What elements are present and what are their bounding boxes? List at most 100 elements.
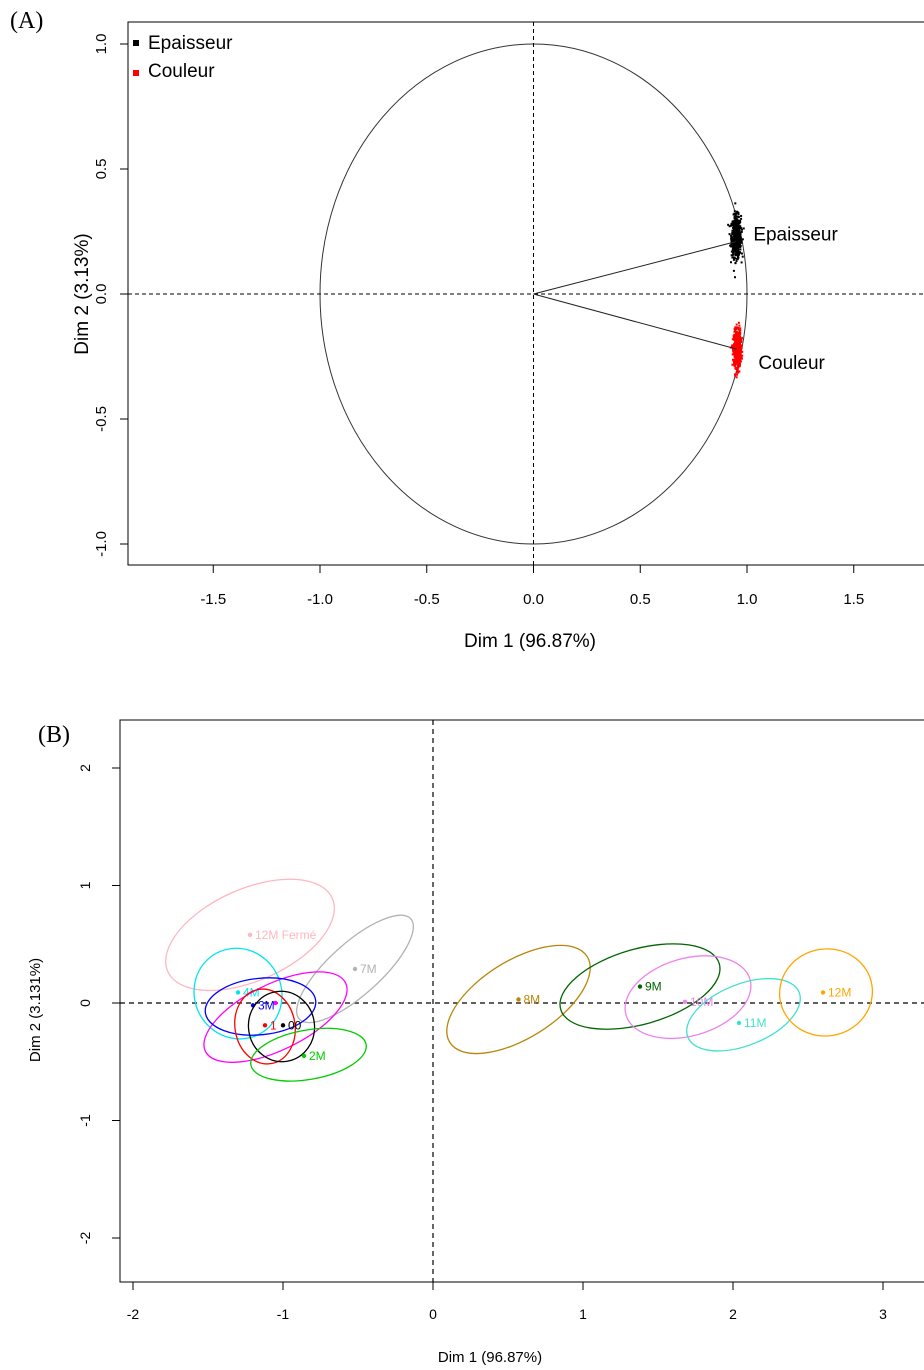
- a-point-epaisseur: [736, 244, 739, 247]
- a-point-epaisseur: [733, 232, 736, 235]
- a-point-epaisseur: [736, 218, 739, 221]
- a-point-couleur: [732, 348, 735, 351]
- a-point-epaisseur: [730, 240, 733, 243]
- a-point-epaisseur: [733, 249, 736, 252]
- b-y-tick-label: -1: [77, 1114, 93, 1127]
- b-point-9m: [637, 984, 643, 989]
- a-point-epaisseur: [731, 222, 734, 225]
- a-point-couleur: [740, 351, 743, 354]
- a-point-couleur: [737, 370, 740, 373]
- a-point-epaisseur: [736, 258, 739, 261]
- panel-a-axis-ticks: -1.5 -1.0 -0.5 0.0 0.5 1.0 1.5 -1.0 -0.5 0.0 0.5 1.…: [93, 34, 864, 608]
- a-point-couleur: [739, 327, 742, 330]
- a-point-couleur: [733, 339, 736, 342]
- panel-a-legend: Epaisseur Couleur: [133, 33, 233, 82]
- a-point-couleur: [739, 344, 742, 347]
- b-group-12m-ferm: 12M Fermé: [165, 878, 335, 992]
- a-point-epaisseur: [737, 251, 740, 254]
- a-point-couleur: [739, 364, 742, 367]
- b-ellipse-4m: [193, 947, 283, 1040]
- a-point-couleur: [736, 342, 739, 345]
- b-point-1: [262, 1023, 268, 1028]
- a-point-couleur: [740, 340, 743, 343]
- panel-b-x-axis-label: Dim 1 (96.87%): [438, 1349, 542, 1366]
- a-y-tick-label: -1.0: [93, 531, 110, 557]
- a-point-epaisseur: [736, 224, 739, 227]
- a-point-epaisseur: [736, 232, 739, 235]
- b-ellipse-1: [234, 988, 296, 1065]
- a-point-couleur: [731, 347, 734, 350]
- a-point-couleur: [737, 321, 740, 324]
- b-group-7m: 7M: [295, 914, 415, 1024]
- a-y-tick-label: 1.0: [93, 34, 110, 55]
- a-point-couleur: [738, 333, 741, 336]
- a-point-epaisseur: [730, 254, 733, 257]
- a-point-epaisseur: [738, 229, 741, 232]
- a-point-epaisseur: [739, 235, 742, 238]
- a-point-epaisseur: [735, 215, 738, 218]
- a-point-epaisseur: [740, 214, 743, 217]
- a-point-couleur: [735, 352, 738, 355]
- b-point-11m: [736, 1020, 742, 1026]
- b-ellipse-8m: [446, 944, 591, 1055]
- a-point-epaisseur: [735, 218, 738, 221]
- a-point-epaisseur: [735, 257, 738, 260]
- panel-a: (A) -1.5 -1.0 -0.5 0.0 0.5 1.0 1.5 -1.0 -0.5 0.0 0…: [10, 8, 924, 652]
- a-point-couleur: [733, 373, 736, 376]
- a-x-tick-label: -1.0: [307, 591, 333, 608]
- a-point-epaisseur: [733, 276, 736, 279]
- a-point-epaisseur: [734, 245, 737, 248]
- legend-swatch-couleur: [133, 70, 139, 76]
- panel-a-y-axis-label: Dim 2 (3.13%): [72, 233, 93, 354]
- a-point-couleur: [736, 338, 739, 341]
- b-point-7m: [352, 966, 358, 972]
- b-point-12m-ferm: [247, 932, 253, 938]
- a-point-couleur: [738, 362, 741, 365]
- a-point-epaisseur: [737, 252, 740, 255]
- a-point-couleur: [736, 336, 739, 339]
- a-point-epaisseur: [739, 248, 742, 251]
- b-x-tick-label: -1: [277, 1306, 290, 1322]
- b-point-4m: [235, 990, 241, 995]
- a-point-couleur: [738, 360, 741, 363]
- a-point-couleur: [735, 334, 738, 337]
- a-point-couleur: [735, 376, 738, 379]
- panel-a-marks: Epaisseur Couleur: [128, 22, 924, 565]
- a-point-epaisseur: [730, 242, 733, 245]
- a-point-epaisseur: [740, 252, 743, 255]
- a-point-epaisseur: [733, 236, 736, 239]
- a-point-couleur: [732, 334, 735, 337]
- a-point-couleur: [736, 368, 739, 371]
- b-group-9m: 9M: [559, 943, 721, 1030]
- a-point-couleur: [736, 335, 739, 338]
- a-point-epaisseur: [735, 231, 738, 234]
- a-point-couleur: [735, 371, 738, 374]
- a-point-epaisseur: [740, 241, 743, 244]
- a-point-epaisseur: [734, 216, 737, 219]
- a-point-epaisseur: [735, 248, 738, 251]
- b-group-1: 1: [234, 988, 296, 1065]
- b-x-tick-label: 3: [879, 1306, 887, 1322]
- a-point-epaisseur: [731, 238, 734, 241]
- b-label-12m: 12M: [828, 985, 851, 999]
- a-point-couleur: [739, 329, 742, 332]
- a-point-couleur: [735, 355, 738, 358]
- a-point-couleur: [737, 326, 740, 329]
- b-point-2m: [301, 1053, 307, 1059]
- b-y-tick-label: 1: [77, 881, 93, 889]
- b-ellipse-11m: [686, 977, 801, 1052]
- panel-a-x-axis-label: Dim 1 (96.87%): [464, 631, 596, 652]
- a-point-couleur: [738, 334, 741, 337]
- a-point-couleur: [735, 344, 738, 347]
- b-label-12m-ferm: 12M Fermé: [255, 928, 317, 942]
- a-point-epaisseur: [736, 220, 739, 223]
- b-group-unnamed: [203, 971, 348, 1063]
- panel-a-label: (A): [10, 8, 43, 34]
- a-point-epaisseur: [733, 210, 736, 213]
- a-series-epaisseur: Epaisseur: [533, 202, 838, 295]
- a-point-couleur: [740, 338, 743, 341]
- a-point-epaisseur: [731, 248, 734, 251]
- a-x-tick-label: 1.5: [843, 591, 864, 608]
- a-point-epaisseur: [734, 242, 737, 245]
